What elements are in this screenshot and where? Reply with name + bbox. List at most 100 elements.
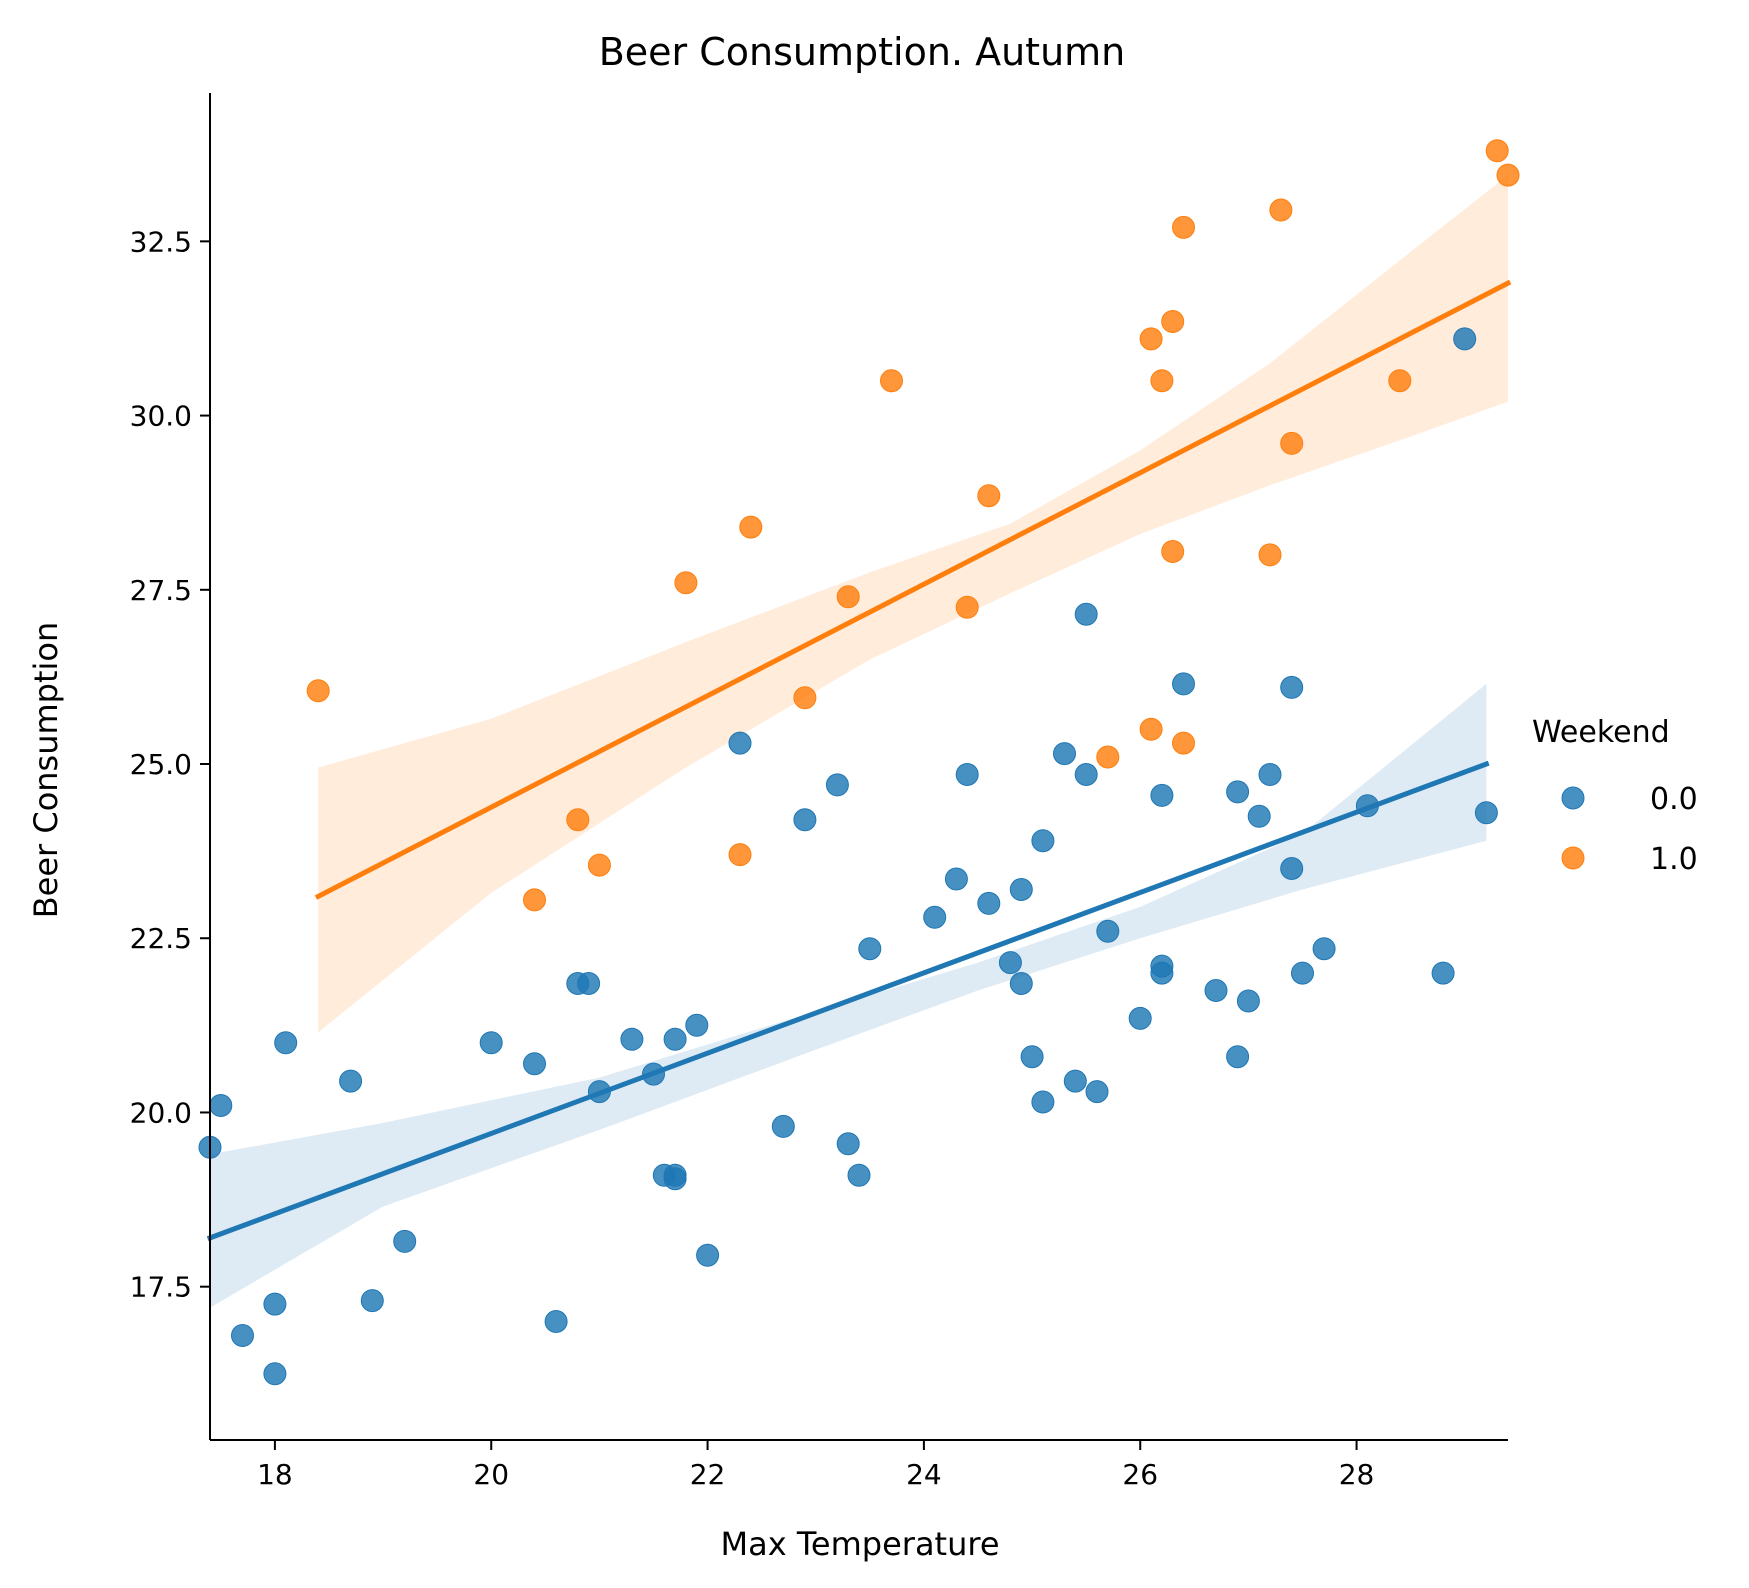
data-points — [198, 139, 1520, 1386]
point-series-0-62 — [1431, 961, 1455, 985]
point-series-1-0 — [306, 679, 330, 703]
point-series-1-22 — [1280, 431, 1304, 455]
point-series-1-18 — [1172, 215, 1195, 239]
x-tick-label: 26 — [1122, 1458, 1158, 1491]
point-series-0-25 — [793, 808, 817, 832]
point-series-0-39 — [1031, 1090, 1055, 1114]
y-tick-label: 30.0 — [130, 400, 192, 433]
point-series-1-12 — [1096, 745, 1120, 769]
point-series-1-24 — [1485, 139, 1509, 163]
point-series-0-53 — [1226, 1045, 1250, 1069]
y-axis-title: Beer Consumption — [27, 622, 65, 919]
point-series-0-49 — [1150, 783, 1174, 807]
point-series-0-57 — [1280, 675, 1304, 699]
point-series-0-23 — [728, 731, 752, 755]
y-tick-label: 27.5 — [130, 574, 192, 607]
point-series-0-43 — [1074, 763, 1098, 786]
point-series-0-36 — [1009, 972, 1033, 995]
point-series-0-4 — [263, 1362, 287, 1386]
point-series-0-45 — [1096, 919, 1120, 943]
point-series-1-6 — [739, 515, 763, 539]
y-tick-label: 17.5 — [130, 1271, 192, 1304]
point-series-0-38 — [1031, 829, 1055, 853]
point-series-1-11 — [977, 484, 1001, 508]
point-series-0-21 — [685, 1013, 709, 1037]
point-series-0-59 — [1291, 961, 1314, 985]
legend: Weekend 0.0 1.0 — [1532, 715, 1698, 877]
point-series-0-35 — [1009, 878, 1033, 901]
x-tick-label: 24 — [906, 1458, 942, 1491]
point-series-0-15 — [620, 1027, 644, 1051]
point-series-1-3 — [587, 853, 611, 877]
point-series-0-2 — [231, 1324, 254, 1347]
point-series-0-56 — [1258, 763, 1282, 786]
point-series-0-27 — [836, 1132, 860, 1156]
point-series-1-19 — [1172, 731, 1195, 755]
point-series-0-26 — [825, 773, 849, 797]
regression-lines — [206, 279, 1512, 1242]
point-series-0-19 — [663, 1163, 687, 1187]
point-series-1-9 — [880, 369, 903, 393]
axes: 18 20 22 24 26 28 17.5 20.0 22.5 25.0 27.5 30.0 32.5 — [130, 93, 1508, 1491]
point-series-0-3 — [263, 1292, 287, 1316]
point-series-1-13 — [1139, 327, 1163, 351]
point-series-1-15 — [1150, 369, 1174, 393]
point-series-0-42 — [1074, 602, 1098, 626]
point-series-0-32 — [955, 763, 979, 786]
legend-label-series-1: 1.0 — [1650, 842, 1698, 877]
x-tick-label: 20 — [473, 1458, 509, 1491]
point-series-0-50 — [1172, 672, 1195, 696]
legend-label-series-0: 0.0 — [1650, 782, 1698, 817]
point-series-1-23 — [1388, 369, 1412, 393]
point-series-0-6 — [339, 1069, 363, 1093]
point-series-0-1 — [209, 1094, 233, 1117]
point-series-0-7 — [360, 1289, 384, 1313]
point-series-0-34 — [998, 951, 1022, 975]
legend-title: Weekend — [1532, 715, 1670, 750]
y-tick-label: 32.5 — [130, 225, 192, 258]
legend-marker-series-1 — [1561, 846, 1585, 870]
regression-line-series-0 — [206, 760, 1490, 1242]
point-series-0-60 — [1312, 937, 1336, 961]
point-series-0-55 — [1247, 804, 1271, 828]
point-series-0-30 — [923, 905, 947, 929]
confidence-bands — [210, 175, 1509, 1308]
point-series-0-10 — [523, 1052, 546, 1076]
point-series-1-10 — [955, 595, 979, 619]
point-series-0-9 — [479, 1031, 503, 1055]
point-series-0-29 — [858, 937, 882, 961]
x-tick-label: 28 — [1339, 1458, 1375, 1491]
chart-title: Beer Consumption. Autumn — [599, 30, 1126, 74]
point-series-1-17 — [1161, 540, 1185, 563]
legend-marker-series-0 — [1561, 786, 1585, 810]
point-series-0-41 — [1063, 1069, 1087, 1093]
point-series-0-33 — [977, 891, 1001, 915]
point-series-0-5 — [274, 1031, 298, 1055]
y-tick-label: 25.0 — [130, 748, 192, 781]
point-series-1-21 — [1269, 198, 1293, 222]
point-series-1-25 — [1496, 163, 1520, 187]
point-series-0-58 — [1280, 857, 1304, 880]
point-series-0-54 — [1236, 989, 1260, 1013]
point-series-0-20 — [663, 1027, 687, 1051]
regression-line-series-1 — [314, 279, 1512, 900]
x-axis-title: Max Temperature — [720, 1525, 999, 1563]
point-series-0-40 — [1053, 742, 1076, 766]
y-tick-label: 20.0 — [130, 1096, 192, 1129]
point-series-0-63 — [1453, 327, 1477, 351]
ci-band-series-1 — [318, 175, 1509, 1033]
point-series-0-31 — [944, 867, 968, 891]
point-series-1-8 — [836, 585, 860, 609]
point-series-1-2 — [566, 808, 590, 832]
x-tick-label: 18 — [257, 1458, 293, 1491]
point-series-0-28 — [847, 1163, 871, 1187]
point-series-1-5 — [728, 843, 752, 867]
point-series-1-7 — [793, 686, 817, 710]
point-series-0-51 — [1204, 979, 1228, 1002]
point-series-1-20 — [1258, 543, 1282, 567]
point-series-0-46 — [1128, 1006, 1152, 1030]
point-series-0-52 — [1226, 780, 1250, 804]
point-series-1-16 — [1161, 310, 1185, 333]
point-series-0-37 — [1020, 1045, 1044, 1069]
